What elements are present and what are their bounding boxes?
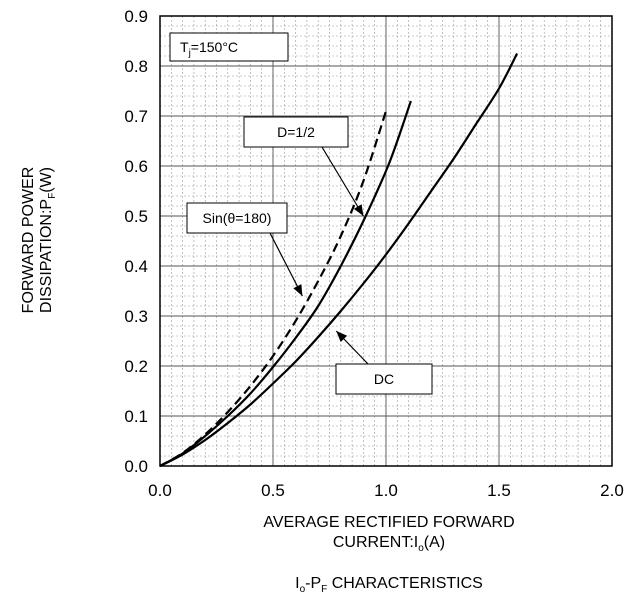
annotation-dc: DC [335, 330, 433, 395]
series-layer [159, 52, 519, 467]
condition-label: Tj=150°C [180, 39, 238, 59]
y-tick-label: 0.7 [124, 107, 148, 126]
annotation-arrow-line [321, 146, 364, 217]
y-tick-label: 0.8 [124, 57, 148, 76]
annotation-arrow-head [336, 331, 348, 343]
series-line-dc [159, 52, 519, 467]
annotation-box [335, 363, 433, 395]
annotation-text: DC [374, 371, 394, 387]
y-tick-label: 0.2 [124, 357, 148, 376]
y-tick-label: 0.5 [124, 207, 148, 226]
annotation-text: Sin(θ=180) [203, 210, 272, 226]
y-axis-label-line1: FORWARD POWER [20, 167, 37, 314]
x-axis-label-line1: AVERAGE RECTIFIED FORWARD [263, 514, 514, 531]
annotation-sin-180: Sin(θ=180) [186, 202, 303, 297]
annotation-box [243, 116, 349, 148]
annotation-d-1-2: D=1/2 [243, 116, 364, 217]
annotation-arrow-head [353, 204, 364, 216]
annotation-layer: D=1/2 Sin(θ=180) DC [186, 116, 433, 395]
x-tick-label: 1.5 [487, 481, 511, 500]
condition-box: Tj=150°C [169, 32, 289, 62]
x-tick-label: 1.0 [374, 481, 398, 500]
annotation-text: D=1/2 [277, 124, 315, 140]
series-line-d-1-2 [159, 100, 412, 467]
annotation-box [186, 202, 288, 234]
y-tick-label: 0.4 [124, 257, 148, 276]
y-tick-label: 0.0 [124, 457, 148, 476]
x-tick-label: 2.0 [600, 481, 624, 500]
x-tick-labels: 0.0 0.5 1.0 1.5 2.0 [148, 481, 624, 500]
y-tick-labels: 0.0 0.1 0.2 0.3 0.4 0.5 0.6 0.7 0.8 0.9 [124, 7, 148, 476]
y-tick-label: 0.6 [124, 157, 148, 176]
plot-frame [159, 15, 613, 467]
x-tick-label: 0.0 [148, 481, 172, 500]
annotation-arrow-line [269, 232, 303, 297]
x-axis-label-line2: CURRENT:Io(A) [333, 534, 445, 554]
annotation-arrow-head [293, 284, 303, 296]
y-axis-label-line2: DISSIPATION:PF(W) [38, 167, 58, 313]
y-tick-label: 0.3 [124, 307, 148, 326]
y-tick-label: 0.1 [124, 407, 148, 426]
x-tick-label: 0.5 [261, 481, 285, 500]
y-tick-label: 0.9 [124, 7, 148, 26]
series-line-sin-180 [159, 110, 388, 467]
y-axis-label: FORWARD POWER DISSIPATION:PF(W) [20, 167, 58, 314]
chart-title: Io-PF CHARACTERISTICS [295, 575, 483, 595]
